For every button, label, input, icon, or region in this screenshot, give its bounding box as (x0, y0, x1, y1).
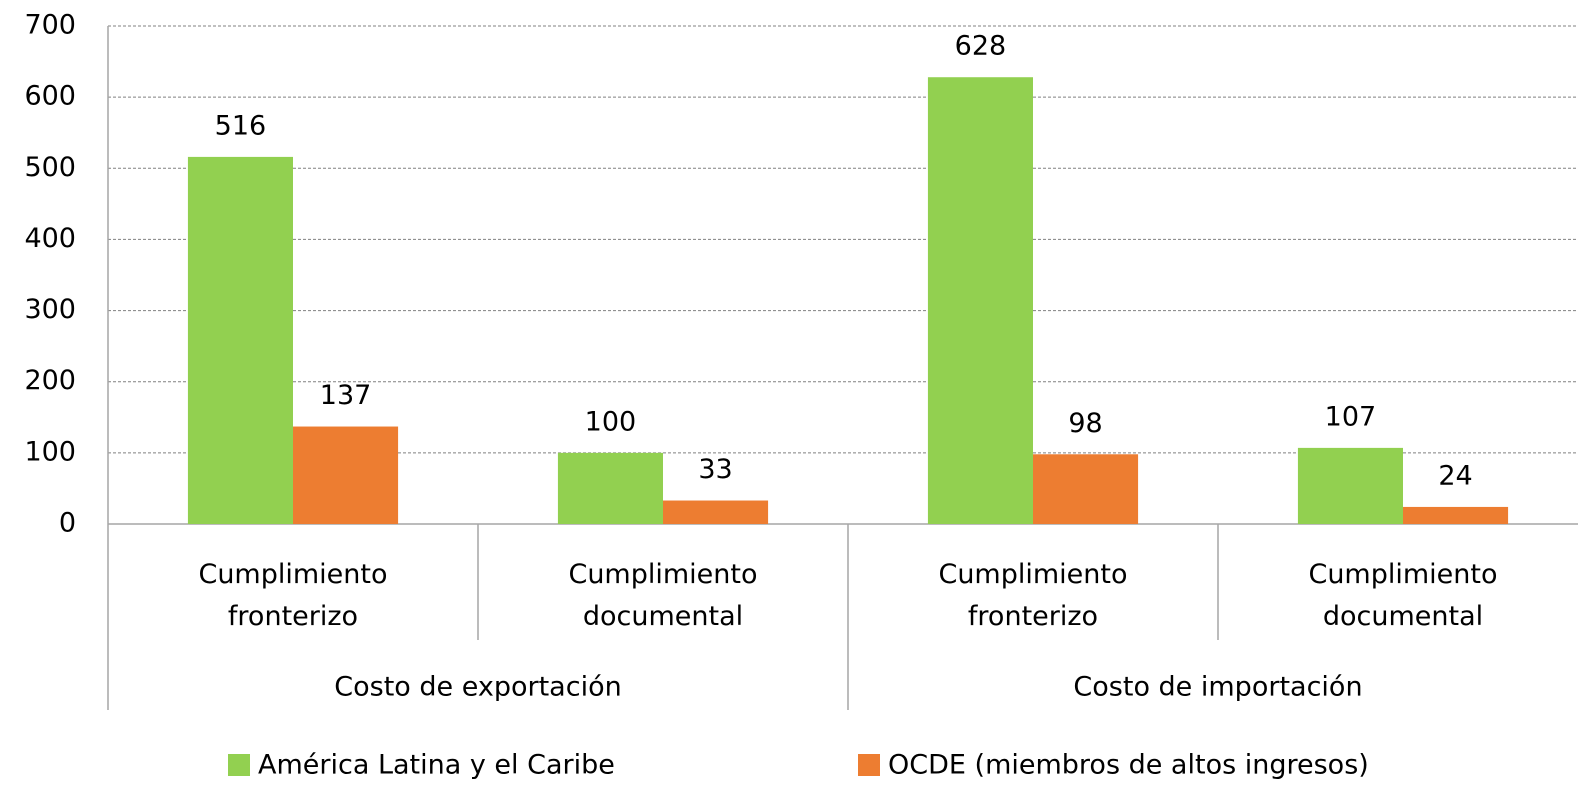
bar (557, 452, 663, 524)
x-tick-label: Cumplimiento documental (568, 559, 757, 632)
y-tick-label: 300 (24, 294, 76, 325)
bar (187, 156, 293, 524)
legend-swatch (858, 754, 880, 776)
bar (1297, 447, 1403, 524)
data-label: 628 (955, 31, 1007, 62)
bar (1033, 454, 1139, 524)
y-tick-label: 200 (24, 365, 76, 396)
data-label: 137 (320, 380, 372, 411)
y-tick-label: 700 (24, 10, 76, 41)
y-tick-label: 500 (24, 152, 76, 183)
data-label: 107 (1325, 401, 1377, 432)
bar (927, 77, 1033, 525)
y-tick-label: 100 (24, 436, 76, 467)
bar (293, 426, 399, 524)
legend-swatch (228, 754, 250, 776)
bar (663, 500, 769, 524)
data-label: 98 (1068, 408, 1102, 439)
y-tick-label: 0 (59, 508, 76, 539)
group-label: Costo de importación (1073, 672, 1362, 703)
x-tick-label: Cumplimiento fronterizo (198, 559, 387, 632)
legend-label: América Latina y el Caribe (258, 750, 615, 781)
data-label: 516 (215, 110, 267, 141)
data-label: 24 (1438, 460, 1472, 491)
data-label: 33 (698, 454, 732, 485)
legend-label: OCDE (miembros de altos ingresos) (888, 750, 1369, 781)
y-tick-label: 600 (24, 81, 76, 112)
bar (1403, 506, 1509, 524)
x-tick-label: Cumplimiento documental (1308, 559, 1497, 632)
group-label: Costo de exportación (334, 672, 621, 703)
data-label: 100 (585, 406, 637, 437)
y-tick-label: 400 (24, 223, 76, 254)
x-tick-label: Cumplimiento fronterizo (938, 559, 1127, 632)
